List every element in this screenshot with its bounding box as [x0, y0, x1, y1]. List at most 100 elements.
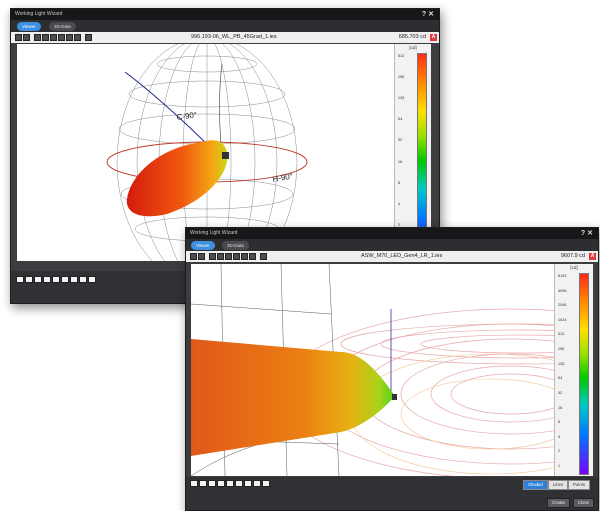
save-icon[interactable]	[198, 253, 205, 260]
grid-dots-icon[interactable]	[244, 480, 252, 487]
scale-tick: 8	[558, 420, 561, 424]
unit-toggle-button[interactable]: A	[589, 253, 596, 260]
screenshot-icon[interactable]	[260, 253, 267, 260]
lines-button[interactable]: Lines	[547, 480, 569, 490]
globe-icon[interactable]	[253, 480, 261, 487]
bottom-panel: Shaded Lines Points Create Close	[186, 477, 598, 510]
window-title: Working Light Wizard	[15, 11, 63, 17]
back-viewer-window: Working Light Wizard ? ✕ Viewer 3D-Data …	[10, 8, 440, 304]
grid-dots-icon[interactable]	[70, 276, 78, 283]
scale-tick: 2	[558, 449, 561, 453]
scale-tick: 4	[398, 202, 401, 206]
view-back-icon[interactable]	[233, 253, 240, 260]
view-bottom-icon[interactable]	[249, 253, 256, 260]
floor-icon[interactable]	[217, 480, 225, 487]
scale-tick: 256	[558, 347, 565, 351]
scale-tick: 8	[398, 181, 401, 185]
view-side-icon[interactable]	[42, 34, 49, 41]
view-iso-icon[interactable]	[241, 253, 248, 260]
max-intensity: 9607.9 cd	[560, 253, 585, 259]
scale-tick: 1024	[558, 318, 567, 322]
folder-icon[interactable]	[190, 253, 197, 260]
file-name: 996.193-06_WL_PB_45Grad_1.ies	[191, 34, 277, 40]
view-bottom-icon[interactable]	[74, 34, 81, 41]
scale-tick: 256	[398, 75, 405, 79]
tab-strip: Viewer 3D-Data	[186, 239, 598, 251]
tab-3d-data[interactable]: 3D-Data	[49, 22, 76, 31]
front-viewer-window: Working Light Wizard ? ✕ Viewer 3D-Data …	[185, 227, 600, 511]
save-icon[interactable]	[23, 34, 30, 41]
scale-tick: 2048	[558, 303, 567, 307]
globe-icon[interactable]	[79, 276, 87, 283]
scale-tick: 128	[558, 362, 565, 366]
folder-icon[interactable]	[15, 34, 22, 41]
render-mode-selector: Shaded Lines Points	[522, 480, 590, 490]
scale-tick: 512	[398, 54, 405, 58]
window-title: Working Light Wizard	[190, 230, 238, 236]
scale-tick: 8192	[558, 274, 567, 278]
intensity-lobe	[191, 339, 395, 456]
scale-tick: 2	[398, 223, 401, 227]
tab-strip: Viewer 3D-Data	[11, 20, 439, 32]
wall-icon[interactable]	[52, 276, 60, 283]
view-top-icon[interactable]	[50, 34, 57, 41]
scale-tick: 64	[398, 117, 403, 121]
display-options	[190, 480, 270, 487]
view-side-icon[interactable]	[217, 253, 224, 260]
scale-tick: 64	[558, 376, 563, 380]
intensity-scale: [cd] 8192 4096 2048 1024 512 256 128 64 32 16 8 4 2 1	[554, 264, 593, 476]
c-angle-label: C-90°	[176, 110, 198, 122]
scale-tick: 1	[558, 464, 561, 468]
help-close-icons[interactable]: ? ✕	[580, 230, 593, 237]
axes-icon[interactable]	[199, 480, 207, 487]
luminaire-icon	[222, 152, 229, 159]
tab-viewer[interactable]: Viewer	[191, 241, 215, 250]
points-button[interactable]: Points	[568, 480, 590, 490]
scale-tick: 512	[558, 332, 565, 336]
screenshot-icon[interactable]	[85, 34, 92, 41]
scale-tick: 4	[558, 435, 561, 439]
window-titlebar[interactable]: Working Light Wizard ? ✕	[11, 9, 439, 20]
axes-icon[interactable]	[25, 276, 33, 283]
max-intensity: 685.703 cd	[398, 34, 426, 40]
tab-viewer[interactable]: Viewer	[17, 22, 41, 31]
h-angle-label: H-90°	[272, 172, 294, 184]
scale-unit: [cd]	[570, 265, 578, 270]
window-titlebar[interactable]: Working Light Wizard ? ✕	[186, 228, 598, 239]
3d-viewport[interactable]	[190, 263, 600, 480]
sun-icon[interactable]	[262, 480, 270, 487]
3d-viewport[interactable]: C-90° H-90°	[17, 36, 395, 288]
unit-toggle-button[interactable]: A	[430, 34, 437, 41]
file-name: ASW_M70_LED_Gen4_LR_1.ies	[361, 253, 443, 259]
wall-icon[interactable]	[226, 480, 234, 487]
view-back-icon[interactable]	[58, 34, 65, 41]
close-button[interactable]: Close	[573, 498, 594, 508]
view-top-icon[interactable]	[225, 253, 232, 260]
scale-tick: 16	[558, 406, 563, 410]
scale-tick: 128	[398, 96, 405, 100]
scale-tick: 32	[558, 391, 563, 395]
scale-tick: 16	[398, 160, 403, 164]
measure-icon[interactable]	[34, 276, 42, 283]
tab-3d-data[interactable]: 3D-Data	[222, 241, 249, 250]
measure-icon[interactable]	[208, 480, 216, 487]
display-options	[16, 276, 96, 283]
sun-icon[interactable]	[88, 276, 96, 283]
intensity-lobe	[126, 140, 228, 217]
viewer-toolbar: ASW_M70_LED_Gen4_LR_1.ies 9607.9 cd A	[186, 251, 598, 262]
grid-icon[interactable]	[16, 276, 24, 283]
shaded-button[interactable]: Shaded	[522, 480, 548, 490]
toolbar-icons	[15, 34, 92, 41]
camera-icon[interactable]	[235, 480, 243, 487]
grid-icon[interactable]	[190, 480, 198, 487]
create-button[interactable]: Create	[547, 498, 570, 508]
help-close-icons[interactable]: ? ✕	[421, 11, 434, 18]
camera-icon[interactable]	[61, 276, 69, 283]
floor-icon[interactable]	[43, 276, 51, 283]
luminaire-icon	[392, 394, 397, 400]
view-front-icon[interactable]	[209, 253, 216, 260]
view-iso-icon[interactable]	[66, 34, 73, 41]
view-front-icon[interactable]	[34, 34, 41, 41]
scale-tick: 4096	[558, 289, 567, 293]
